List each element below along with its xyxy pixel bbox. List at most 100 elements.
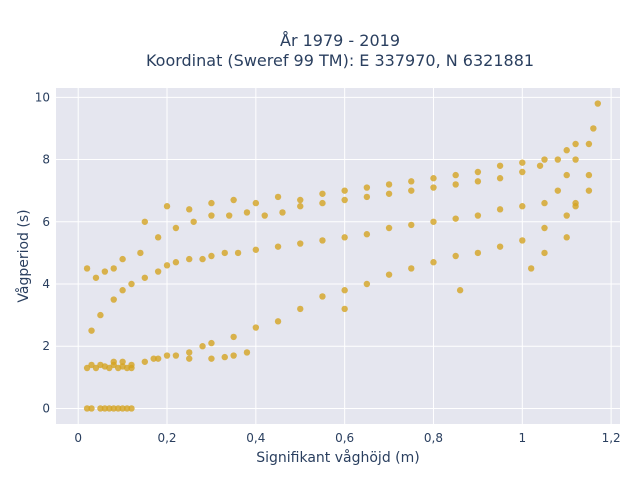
scatter-point <box>172 259 180 266</box>
scatter-point <box>408 178 415 185</box>
scatter-point <box>408 187 415 194</box>
scatter-point <box>114 405 122 412</box>
scatter-point <box>141 358 149 365</box>
scatter-point <box>385 271 393 278</box>
y-tick-label: 0 <box>42 401 50 415</box>
scatter-point <box>519 168 526 176</box>
scatter-point <box>385 224 393 232</box>
scatter-point <box>341 234 348 241</box>
scatter-point <box>452 171 459 179</box>
scatter-point <box>225 212 233 219</box>
scatter-point <box>119 255 126 263</box>
scatter-point <box>319 190 326 197</box>
scatter-point <box>154 268 162 275</box>
y-tick-labels: 0 2 4 6 8 10 <box>35 90 50 415</box>
scatter-point <box>430 175 437 182</box>
scatter-point <box>92 364 100 372</box>
scatter-point <box>163 262 171 269</box>
scatter-point <box>496 206 504 213</box>
scatter-point <box>110 358 117 365</box>
scatter-point <box>208 199 215 207</box>
scatter-point <box>590 125 597 132</box>
scatter-point <box>106 405 113 412</box>
scatter-point <box>128 280 135 288</box>
scatter-point <box>297 240 304 247</box>
scatter-point <box>297 305 304 313</box>
chart-title-line-2: Koordinat (Sweref 99 TM): E 337970, N 63… <box>146 51 534 70</box>
scatter-point <box>83 405 91 412</box>
scatter-point <box>230 352 237 359</box>
scatter-point <box>199 343 206 350</box>
scatter-point <box>363 193 371 201</box>
scatter-point <box>141 274 149 281</box>
scatter-point <box>297 203 304 210</box>
scatter-point <box>243 349 251 356</box>
scatter-point <box>88 405 95 412</box>
y-tick-label: 10 <box>35 90 50 104</box>
scatter-point <box>186 255 193 263</box>
scatter-point <box>243 209 251 216</box>
scatter-point <box>110 405 117 412</box>
scatter-point <box>519 237 526 244</box>
scatter-point <box>541 249 548 257</box>
scatter-point <box>585 171 593 179</box>
scatter-point <box>221 353 228 361</box>
scatter-point <box>128 361 135 369</box>
scatter-point <box>128 405 135 412</box>
scatter-point <box>186 355 193 362</box>
x-axis-title: Signifikant våghöjd (m) <box>256 449 419 466</box>
scatter-point <box>252 246 260 253</box>
plot-area <box>56 88 620 424</box>
scatter-point <box>341 287 348 294</box>
scatter-point <box>101 405 109 412</box>
scatter-point <box>208 212 215 219</box>
scatter-point <box>163 203 171 210</box>
scatter-point <box>186 206 193 213</box>
scatter-point <box>341 196 348 204</box>
scatter-point <box>594 100 601 107</box>
scatter-point <box>563 147 570 154</box>
scatter-point <box>252 324 260 331</box>
scatter-point <box>92 274 100 281</box>
scatter-point <box>496 175 504 182</box>
x-tick-label: 1,2 <box>602 431 621 445</box>
scatter-point <box>563 171 570 179</box>
scatter-point <box>154 234 162 241</box>
scatter-point <box>536 162 544 169</box>
scatter-point <box>234 249 242 257</box>
scatter-point <box>456 287 464 294</box>
x-tick-label: 0 <box>74 431 82 445</box>
scatter-point <box>172 224 180 232</box>
y-tick-label: 8 <box>42 153 50 167</box>
scatter-point <box>97 311 104 319</box>
scatter-point <box>88 327 95 334</box>
scatter-point <box>554 156 562 163</box>
scatter-point <box>119 287 126 294</box>
scatter-point <box>585 187 593 194</box>
y-tick-label: 2 <box>42 339 50 353</box>
x-tick-label: 1 <box>518 431 526 445</box>
scatter-point <box>199 255 206 263</box>
scatter-point <box>221 249 228 257</box>
y-tick-label: 4 <box>42 277 50 291</box>
scatter-point <box>554 187 562 194</box>
scatter-point <box>408 265 415 272</box>
scatter-point <box>474 212 482 219</box>
scatter-point <box>341 305 348 313</box>
scatter-point <box>230 196 237 204</box>
scatter-point <box>190 218 197 225</box>
scatter-point <box>341 187 348 194</box>
scatter-point <box>452 181 459 188</box>
scatter-point <box>496 162 504 169</box>
scatter-point <box>519 159 526 166</box>
scatter-point <box>572 203 579 210</box>
scatter-point <box>563 212 570 219</box>
scatter-point <box>474 168 482 176</box>
scatter-point <box>274 193 282 201</box>
scatter-point <box>261 212 268 219</box>
scatter-point <box>274 243 282 250</box>
scatter-point <box>208 339 215 347</box>
x-tick-labels: 0 0,2 0,4 0,6 0,8 1 1,2 <box>74 431 620 445</box>
